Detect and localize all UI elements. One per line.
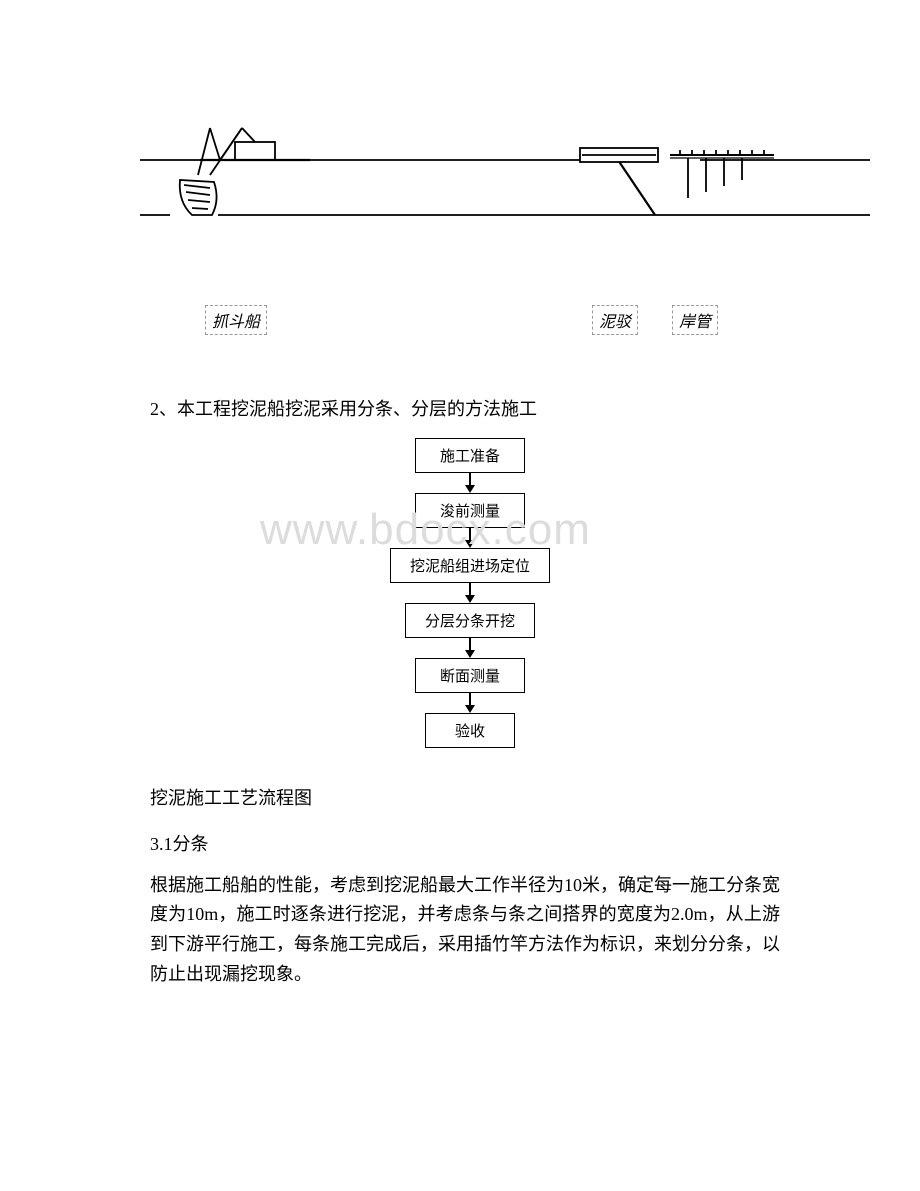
label-grab-ship: 抓斗船 xyxy=(205,305,267,335)
flow-arrow-line xyxy=(469,638,471,650)
flow-arrow-line xyxy=(469,583,471,595)
flow-arrow-head xyxy=(465,650,475,658)
flow-box: 浚前测量 xyxy=(415,493,525,528)
flow-arrow-line xyxy=(469,528,471,540)
flow-arrow-head xyxy=(465,595,475,603)
flow-arrow-head xyxy=(465,540,475,548)
flow-box: 施工准备 xyxy=(415,438,525,473)
flowchart: 施工准备浚前测量挖泥船组进场定位分层分条开挖断面测量验收 xyxy=(160,438,780,748)
flow-box: 挖泥船组进场定位 xyxy=(390,548,550,583)
section-2-heading: 2、本工程挖泥船挖泥采用分条、分层的方法施工 xyxy=(150,395,780,424)
subsection-3-1: 3.1分条 xyxy=(150,828,780,860)
flow-arrow-head xyxy=(465,485,475,493)
ship-labels-row: 抓斗船 泥驳 岸管 xyxy=(140,305,870,335)
flow-arrow-line xyxy=(469,473,471,485)
flow-box: 断面测量 xyxy=(415,658,525,693)
flow-box: 分层分条开挖 xyxy=(405,603,535,638)
ship-svg xyxy=(140,120,870,280)
label-shore-pipe: 岸管 xyxy=(672,305,718,335)
flow-arrow-line xyxy=(469,693,471,705)
flowchart-caption: 挖泥施工工艺流程图 xyxy=(150,782,780,814)
flow-arrow-head xyxy=(465,705,475,713)
label-mud-barge: 泥驳 xyxy=(592,305,638,335)
paragraph-3-1: 根据施工船舶的性能，考虑到挖泥船最大工作半径为10米，确定每一施工分条宽度为10… xyxy=(150,871,780,990)
flow-box: 验收 xyxy=(425,713,515,748)
ship-diagram xyxy=(140,120,870,280)
